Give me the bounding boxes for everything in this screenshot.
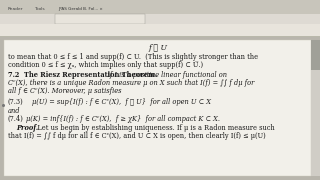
Text: Cᶜ(X), there is a unique Radon measure μ on X such that I(f) = ∫∫ f dμ for: Cᶜ(X), there is a unique Radon measure μ… [8, 79, 254, 87]
Bar [0, 24, 320, 36]
Text: JPAS Gerald B. Fol... ×: JPAS Gerald B. Fol... × [58, 7, 103, 11]
Text: Reader: Reader [8, 7, 23, 11]
Text: (7.4): (7.4) [8, 115, 24, 123]
Text: Tools: Tools [34, 7, 44, 11]
Text: 7.2  The Riesz Representation Theorem.: 7.2 The Riesz Representation Theorem. [8, 71, 157, 79]
Text: Let us begin by establishing uniqueness. If μ is a Radon measure such: Let us begin by establishing uniqueness.… [31, 124, 275, 132]
Bar [55, 14, 145, 24]
Text: μ(K) = inf{I(f) : f ∈ Cᶜ(X),  f ≥ χK}  for all compact K ⊂ X.: μ(K) = inf{I(f) : f ∈ Cᶜ(X), f ≥ χK} for… [26, 115, 220, 123]
Bar [0, 14, 320, 24]
Text: Proof.: Proof. [16, 124, 38, 132]
Text: to mean that 0 ≤ f ≤ 1 and supp(f) ⊂ U.  (This is slightly stronger than the: to mean that 0 ≤ f ≤ 1 and supp(f) ⊂ U. … [8, 53, 258, 61]
Text: μ(U) = sup{I(f) : f ∈ Cᶜ(X),  f ≺ U}  for all open U ⊂ X: μ(U) = sup{I(f) : f ∈ Cᶜ(X), f ≺ U} for … [32, 98, 211, 106]
Text: condition 0 ≤ f ≤ χᵤ, which implies only that supp(f) ⊂ U̅.): condition 0 ≤ f ≤ χᵤ, which implies only… [8, 61, 203, 69]
Bar [311, 40, 320, 176]
Bar [311, 40, 320, 70]
Text: If I is a positive linear functional on: If I is a positive linear functional on [105, 71, 227, 79]
Bar [0, 0, 320, 14]
Text: and: and [8, 107, 20, 115]
Text: that I(f) = ∫∫ f dμ for all f ∈ Cᶜ(X), and U ⊂ X is open, then clearly I(f) ≤ μ(: that I(f) = ∫∫ f dμ for all f ∈ Cᶜ(X), a… [8, 132, 266, 140]
Text: all f ∈ Cᶜ(X). Moreover, μ satisfies: all f ∈ Cᶜ(X). Moreover, μ satisfies [8, 87, 122, 95]
Text: (7.3): (7.3) [8, 98, 24, 106]
Bar [4, 40, 311, 176]
Text: f ≺ U: f ≺ U [148, 44, 167, 52]
